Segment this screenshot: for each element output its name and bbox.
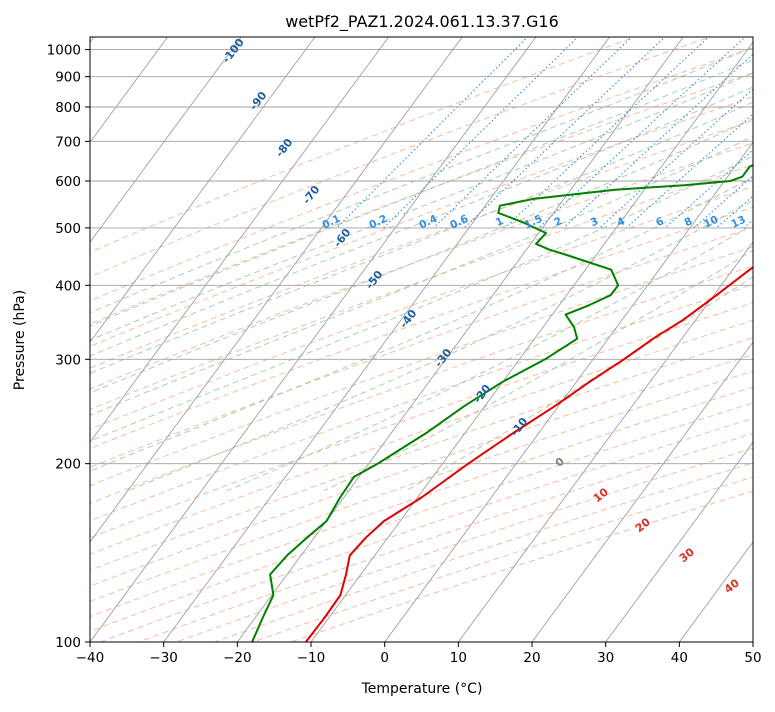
y-tick-label: 100 — [55, 635, 81, 651]
y-tick-label: 900 — [55, 70, 81, 86]
mixing-ratio-line — [766, 25, 775, 228]
x-tick-label: 10 — [450, 650, 467, 666]
x-tick-label: 20 — [523, 650, 540, 666]
x-tick-label: 50 — [744, 650, 761, 666]
x-tick-label: 0 — [380, 650, 389, 666]
y-tick-label: 300 — [55, 352, 81, 368]
y-tick-label: 800 — [55, 100, 81, 116]
x-tick-label: −30 — [149, 650, 178, 666]
x-tick-label: 40 — [671, 650, 688, 666]
chart-title: wetPf2_PAZ1.2024.061.13.37.G16 — [285, 12, 559, 32]
y-tick-label: 600 — [55, 174, 81, 190]
x-tick-label: −10 — [297, 650, 326, 666]
isotherm-line — [753, 37, 775, 642]
y-axis-label: Pressure (hPa) — [12, 290, 28, 390]
x-tick-label: −20 — [223, 650, 252, 666]
x-axis-label: Temperature (°C) — [361, 681, 483, 697]
y-tick-label: 400 — [55, 278, 81, 294]
y-tick-label: 700 — [55, 134, 81, 150]
y-tick-label: 500 — [55, 221, 81, 237]
x-tick-label: −40 — [76, 650, 105, 666]
y-tick-label: 1000 — [47, 43, 81, 59]
x-tick-label: 30 — [597, 650, 614, 666]
y-tick-label: 200 — [55, 457, 81, 473]
